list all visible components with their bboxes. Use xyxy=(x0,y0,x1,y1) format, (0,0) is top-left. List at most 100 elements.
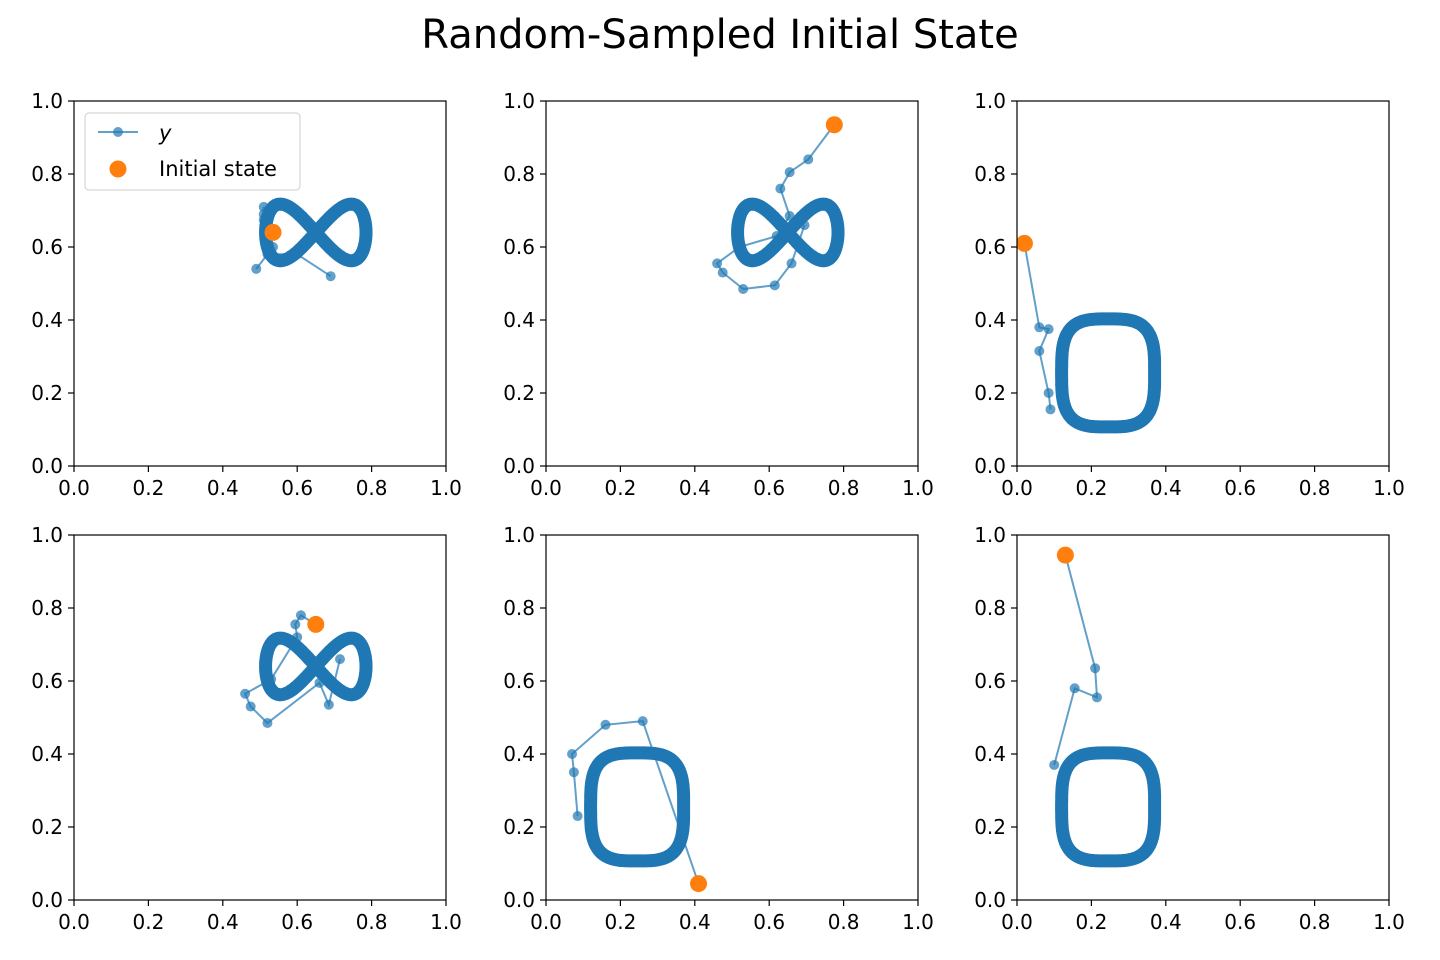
plot-area xyxy=(712,116,845,294)
trajectory-point xyxy=(1034,346,1045,357)
x-tick-label: 0.6 xyxy=(281,910,313,934)
x-tick-label: 0.0 xyxy=(530,910,562,934)
legend-initial-swatch xyxy=(109,160,127,178)
x-tick-label: 1.0 xyxy=(902,910,934,934)
y-tick-label: 0.8 xyxy=(974,162,1006,186)
x-tick-label: 0.4 xyxy=(1150,476,1182,500)
panel-5: 0.0 0.2 0.4 0.6 0.8 1.0 0.0 0.2 0.4 0.6 0.8 1.0 xyxy=(503,523,934,934)
y-tick-label: 0.4 xyxy=(974,308,1006,332)
x-tick-label: 0.0 xyxy=(58,476,90,500)
trajectory-point xyxy=(712,258,723,269)
x-tick-label: 0.2 xyxy=(604,476,636,500)
y-tick-label: 1.0 xyxy=(503,89,535,113)
y-tick-label: 0.0 xyxy=(31,888,63,912)
y-tick-label: 0.4 xyxy=(31,308,63,332)
x-tick-label: 1.0 xyxy=(902,476,934,500)
x-tick-label: 0.8 xyxy=(356,910,388,934)
trajectory-point xyxy=(251,263,262,274)
x-tick-label: 0.8 xyxy=(1299,476,1331,500)
x-tick-label: 0.0 xyxy=(530,476,562,500)
legend-frame xyxy=(84,112,301,191)
x-tick-label: 0.4 xyxy=(679,910,711,934)
x-tick-label: 0.2 xyxy=(1075,476,1107,500)
trajectory-point xyxy=(1043,388,1054,398)
panel-2: 0.0 0.2 0.4 0.6 0.8 1.0 0.0 0.2 0.4 0.6 0.8 1.0 xyxy=(503,89,934,500)
trajectory-point xyxy=(717,267,728,278)
y-tick-label: 0.8 xyxy=(31,596,63,620)
y-tick-label: 0.8 xyxy=(974,596,1006,620)
x-tick-label: 0.6 xyxy=(1224,476,1256,500)
axes-frame xyxy=(1016,534,1390,901)
trajectory-point xyxy=(775,183,786,194)
x-tick-label: 0.0 xyxy=(58,910,90,934)
attractor-path xyxy=(259,197,373,268)
x-tick-label: 0.6 xyxy=(753,476,785,500)
trajectory-point xyxy=(1090,663,1101,674)
panel-1: 0.0 0.2 0.4 0.6 0.8 1.0 0.0 0.2 0.4 0.6 0.8 1.0 y Ini… xyxy=(31,89,462,500)
y-tick-label: 0.8 xyxy=(503,162,535,186)
x-tick-label: 0.8 xyxy=(356,476,388,500)
trajectory-point xyxy=(784,167,795,178)
trajectory-point xyxy=(245,701,256,712)
y-tick-label: 0.0 xyxy=(974,454,1006,478)
x-tick-label: 0.8 xyxy=(828,476,860,500)
figure-title: Random-Sampled Initial State xyxy=(421,12,1019,58)
legend-label-initial-state: Initial state xyxy=(159,157,277,181)
y-tick-label: 0.4 xyxy=(31,742,63,766)
axes-frame xyxy=(545,100,919,467)
x-tick-label: 1.0 xyxy=(1373,476,1405,500)
y-tick-label: 0.2 xyxy=(503,815,535,839)
trajectory-point xyxy=(323,699,334,710)
y-tick-label: 0.4 xyxy=(503,742,535,766)
attractor-path xyxy=(1055,312,1162,434)
trajectory-point xyxy=(786,258,797,269)
legend-point-swatch xyxy=(113,127,123,137)
y-tick-label: 0.0 xyxy=(974,888,1006,912)
y-tick-label: 0.2 xyxy=(974,815,1006,839)
trajectory-point xyxy=(803,154,814,165)
y-tick-label: 0.2 xyxy=(31,815,63,839)
initial-state-point xyxy=(1017,234,1033,252)
x-tick-label: 0.4 xyxy=(1150,910,1182,934)
y-tick-label: 0.2 xyxy=(974,381,1006,405)
trajectory-point xyxy=(637,716,648,727)
x-tick-label: 0.6 xyxy=(281,476,313,500)
y-tick-label: 0.6 xyxy=(503,669,535,693)
legend-label-y: y xyxy=(158,121,172,145)
x-tick-label: 0.2 xyxy=(132,910,164,934)
y-tick-label: 1.0 xyxy=(974,89,1006,113)
y-tick-label: 0.6 xyxy=(503,235,535,259)
trajectory-point xyxy=(769,280,780,291)
x-tick-label: 0.2 xyxy=(604,910,636,934)
x-tick-label: 0.2 xyxy=(132,476,164,500)
x-tick-label: 0.2 xyxy=(1075,910,1107,934)
y-tick-label: 0.6 xyxy=(974,235,1006,259)
y-tick-label: 1.0 xyxy=(31,523,63,547)
x-tick-label: 0.4 xyxy=(207,476,239,500)
initial-state-point xyxy=(264,223,282,241)
panel-4: 0.0 0.2 0.4 0.6 0.8 1.0 0.0 0.2 0.4 0.6 0.8 1.0 xyxy=(31,523,462,934)
plot-area xyxy=(251,197,373,282)
x-tick-label: 0.6 xyxy=(1224,910,1256,934)
trajectory-point xyxy=(600,719,611,730)
y-tick-label: 0.4 xyxy=(974,742,1006,766)
trajectory-point xyxy=(1091,692,1102,703)
panel-3: 0.0 0.2 0.4 0.6 0.8 1.0 0.0 0.2 0.4 0.6 0.8 1.0 xyxy=(974,89,1405,500)
trajectory-point xyxy=(1034,322,1045,333)
trajectory-point xyxy=(568,767,579,778)
y-tick-label: 0.6 xyxy=(31,235,63,259)
axes-frame xyxy=(73,100,447,467)
y-tick-label: 0.2 xyxy=(31,381,63,405)
plot-area xyxy=(1017,234,1162,434)
trajectory-point xyxy=(290,619,301,630)
initial-state-point xyxy=(825,116,843,134)
legend: y Initial state xyxy=(84,112,301,191)
y-tick-label: 0.4 xyxy=(503,308,535,332)
x-tick-label: 0.6 xyxy=(753,910,785,934)
y-tick-label: 1.0 xyxy=(503,523,535,547)
x-tick-label: 0.8 xyxy=(1299,910,1331,934)
trajectory-point xyxy=(1049,759,1060,770)
x-tick-label: 0.4 xyxy=(207,910,239,934)
trajectory-point xyxy=(1045,404,1056,415)
